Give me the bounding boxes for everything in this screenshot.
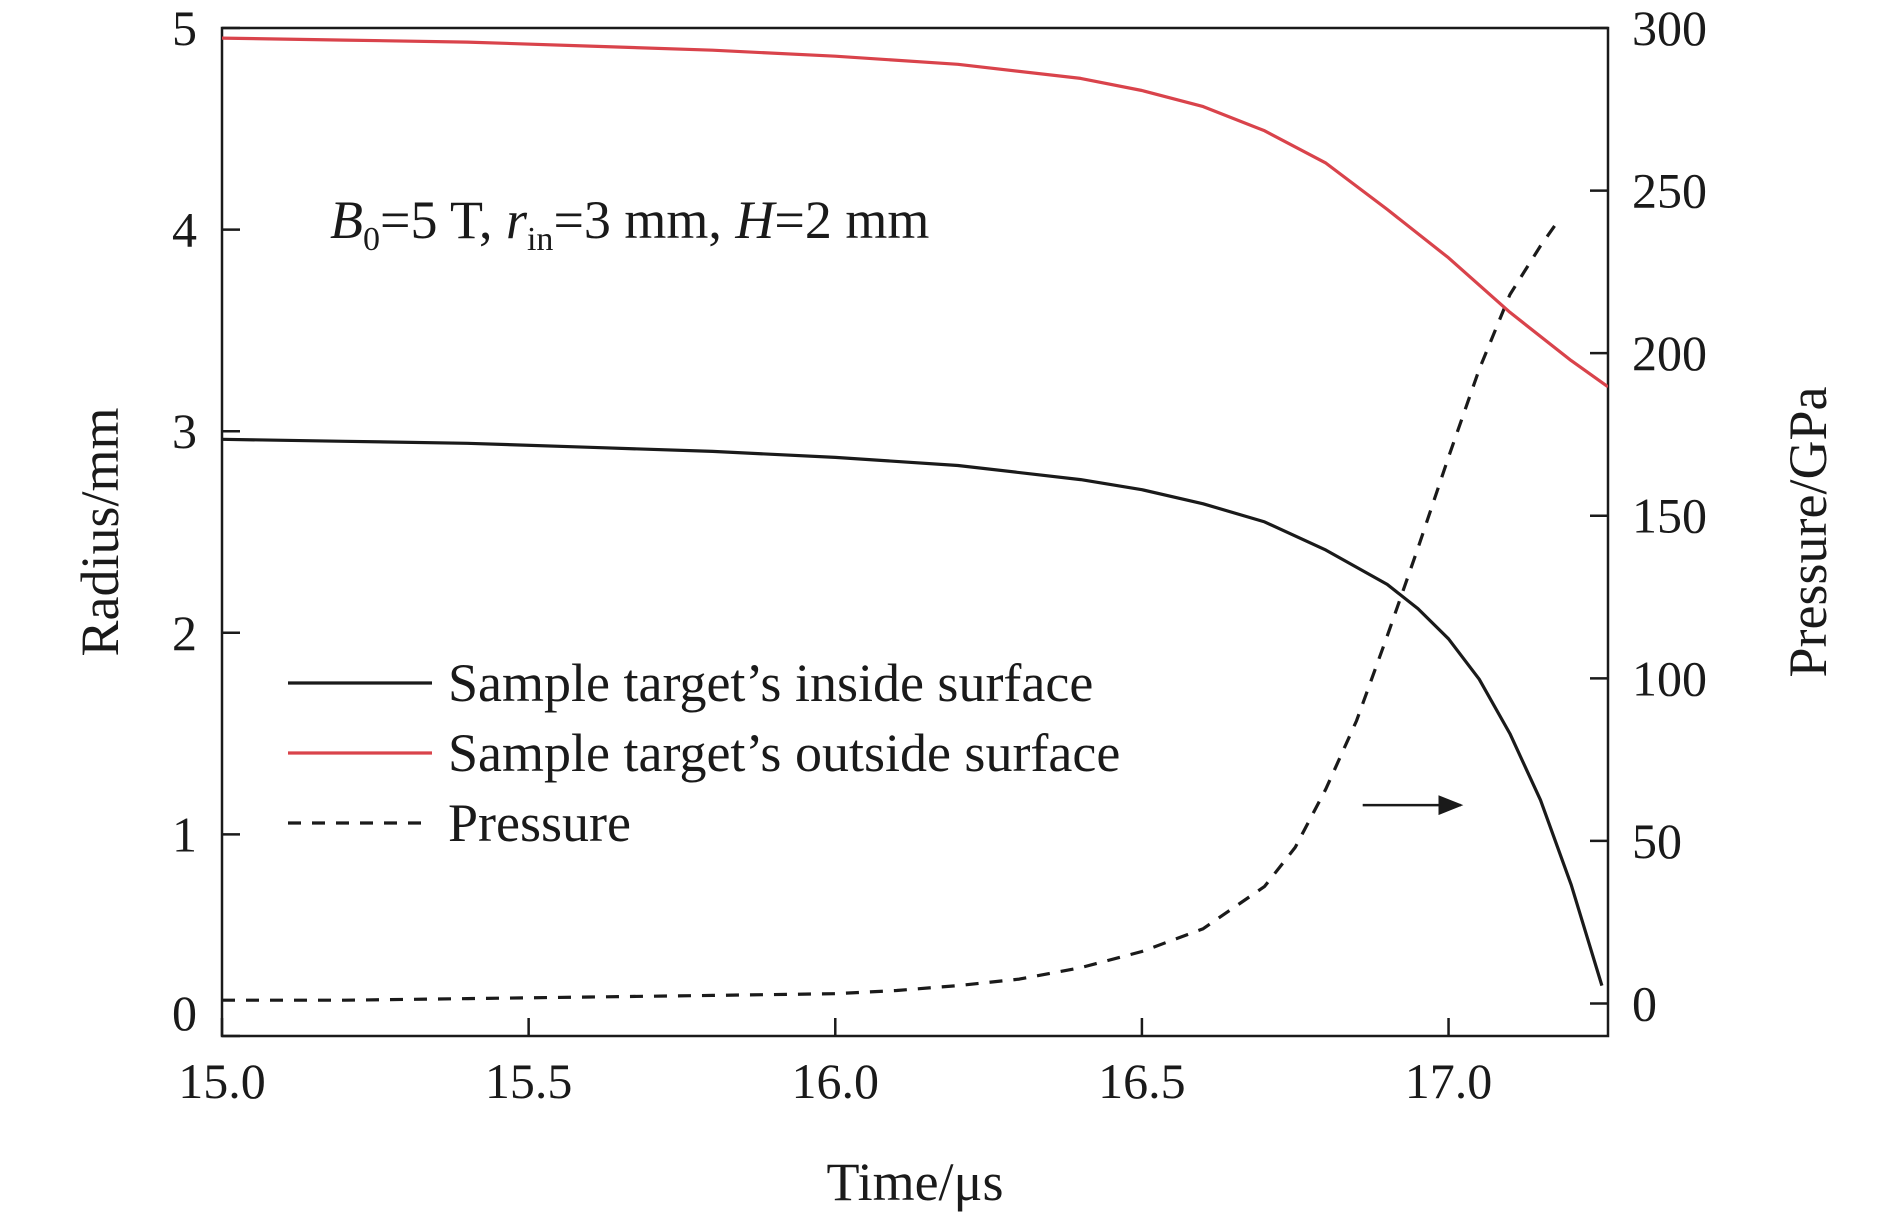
x-tick-label: 17.0	[1405, 1053, 1493, 1109]
left-y-tick-label: 3	[172, 403, 197, 459]
x-tick-label: 15.5	[485, 1053, 573, 1109]
right-y-tick-label: 100	[1632, 650, 1707, 706]
annotation-part: H	[734, 190, 777, 250]
annotation-part: =5 T,	[380, 190, 506, 250]
series-line-2	[222, 218, 1561, 1002]
x-axis-ticks: 15.0 15.5 16.0 16.5 17.0	[178, 1018, 1492, 1109]
left-y-tick-label: 1	[172, 806, 197, 862]
series-lines	[222, 36, 1608, 1002]
left-y-tick-label: 5	[172, 0, 197, 56]
right-y-tick-label: 300	[1632, 0, 1707, 56]
left-y-tick-label: 2	[172, 605, 197, 661]
left-y-tick-label: 0	[172, 985, 197, 1041]
annotation-part: in	[527, 221, 553, 258]
left-y-axis-ticks: 0 1 2 3 4 5	[172, 0, 240, 1041]
annotation-part: =2 mm	[774, 190, 929, 250]
left-y-axis-label: Radius/mm	[70, 407, 130, 656]
right-y-tick-label: 50	[1632, 813, 1682, 869]
right-y-axis-label: Pressure/GPa	[1778, 386, 1838, 677]
legend-label-1: Sample target’s outside surface	[448, 723, 1120, 783]
legend-label-0: Sample target’s inside surface	[448, 653, 1093, 713]
annotation-part: r	[506, 190, 528, 250]
x-tick-label: 16.5	[1098, 1053, 1186, 1109]
right-y-axis-ticks: 0 50 100 150 200 250 300	[1590, 0, 1707, 1031]
x-axis-label: Time/μs	[826, 1152, 1003, 1212]
x-tick-label: 16.0	[792, 1053, 880, 1109]
right-y-tick-label: 0	[1632, 975, 1657, 1031]
series-line-1	[222, 36, 1608, 389]
plot-frame	[220, 26, 1610, 1038]
parameter-annotation: B0=5 T, rin=3 mm, H=2 mm	[330, 190, 929, 258]
left-y-tick-label: 4	[172, 202, 197, 258]
annotation-part: =3 mm,	[553, 190, 735, 250]
right-y-tick-label: 200	[1632, 325, 1707, 381]
right-y-tick-label: 250	[1632, 163, 1707, 219]
right-y-tick-label: 150	[1632, 488, 1707, 544]
legend: Sample target’s inside surface Sample tar…	[288, 653, 1120, 853]
legend-label-2: Pressure	[448, 793, 631, 853]
series-line-0	[222, 437, 1604, 987]
x-tick-label: 15.0	[178, 1053, 266, 1109]
annotation-part: 0	[363, 221, 380, 258]
annotation-part: B	[330, 190, 363, 250]
